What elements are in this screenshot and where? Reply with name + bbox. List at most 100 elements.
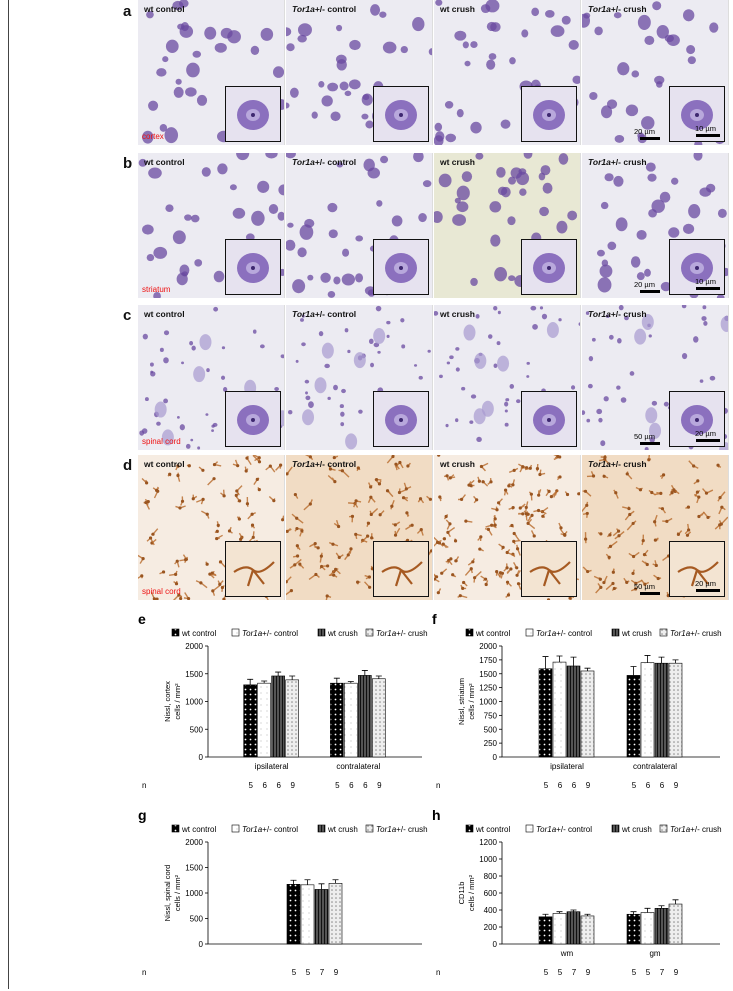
n-value: 5: [632, 781, 637, 790]
region-label: striatum: [142, 285, 171, 294]
bar: [668, 662, 683, 758]
n-value: 5: [292, 968, 297, 977]
micrograph-tile: wt control striatum: [138, 153, 285, 298]
error-bar: [672, 659, 679, 664]
legend-item: wt control: [171, 628, 216, 638]
n-value: 9: [674, 968, 679, 977]
svg-text:wt crush: wt crush: [327, 825, 358, 834]
legend-item: Tor1a+/- crush: [659, 824, 722, 834]
error-bar: [556, 655, 563, 663]
y-tick-label: 500: [190, 915, 204, 924]
n-value: 6: [262, 781, 267, 790]
bar: [640, 912, 655, 945]
svg-text:wt control: wt control: [475, 629, 510, 638]
error-bar: [570, 656, 577, 666]
svg-text:Tor1a+/- crush: Tor1a+/- crush: [376, 629, 428, 638]
y-tick-label: 400: [484, 906, 498, 915]
n-value: 5: [248, 781, 253, 790]
error-bar: [332, 879, 339, 884]
micrograph-tile: wt control spinal cord: [138, 305, 285, 450]
micrograph-row-a: wt control cortex Tor1a+/- control wt crush…: [138, 0, 729, 145]
micrograph-tile: wt crush: [434, 0, 581, 145]
group-label: ipsilateral: [550, 762, 584, 771]
magnified-inset: [521, 239, 577, 295]
y-tick-label: 1500: [479, 670, 497, 679]
condition-label: Tor1a+/- control: [292, 4, 357, 14]
axis-lines: [207, 646, 422, 758]
n-value: 5: [544, 968, 549, 977]
y-tick-label: 1000: [479, 855, 497, 864]
micrograph-tile: wt crush: [434, 305, 581, 450]
group-label: wm: [560, 949, 574, 958]
region-label: spinal cord: [142, 437, 181, 446]
y-tick-label: 1500: [185, 670, 203, 679]
magnified-inset: [373, 391, 429, 447]
legend-item: wt crush: [611, 628, 652, 638]
group-label: contralateral: [336, 762, 380, 771]
y-tick-label: 1200: [479, 838, 497, 847]
n-value: 5: [306, 968, 311, 977]
region-label: cortex: [142, 132, 164, 141]
y-tick-label: 200: [484, 923, 498, 932]
error-bar: [247, 678, 254, 685]
n-value: 7: [572, 968, 577, 977]
svg-text:Tor1a+/- control: Tor1a+/- control: [242, 629, 298, 638]
n-label: n: [436, 781, 440, 790]
condition-label: Tor1a+/- crush: [588, 157, 647, 167]
panel-letter-b: b: [123, 155, 133, 172]
y-tick-label: 750: [484, 711, 498, 720]
legend-item: wt crush: [317, 824, 358, 834]
svg-text:wt control: wt control: [181, 825, 216, 834]
condition-label: Tor1a+/- crush: [588, 459, 647, 469]
legend-item: Tor1a+/- crush: [365, 824, 428, 834]
n-value: 9: [334, 968, 339, 977]
condition-label: Tor1a+/- control: [292, 459, 357, 469]
chart-f: f wt control Tor1a+/- control wt crush Tor1a…: [432, 611, 728, 802]
legend-item: Tor1a+/- control: [525, 824, 592, 834]
bar: [566, 911, 581, 945]
panel-letter-h: h: [432, 808, 441, 823]
magnified-inset: [225, 239, 281, 295]
scale-bar: [640, 137, 660, 140]
y-tick-label: 1000: [185, 889, 203, 898]
bar: [626, 913, 641, 945]
n-label: n: [142, 968, 146, 977]
inset-scale-bar-label: 20 µm: [695, 579, 716, 588]
legend-item: Tor1a+/- crush: [659, 628, 722, 638]
micrograph-tile: Tor1a+/- crush 50 µm 20 µm: [582, 455, 729, 600]
scale-bar: [640, 442, 660, 445]
error-bar: [318, 883, 325, 890]
scale-bar-label: 20 µm: [634, 127, 655, 136]
magnified-inset: [521, 86, 577, 142]
bar: [668, 903, 683, 945]
magnified-inset: [225, 391, 281, 447]
inset-scale-bar: [696, 134, 720, 137]
magnified-inset: [669, 541, 725, 597]
micrograph-tile: Tor1a+/- control: [286, 305, 433, 450]
y-tick-label: 500: [484, 725, 498, 734]
svg-text:Tor1a+/- crush: Tor1a+/- crush: [376, 825, 428, 834]
micrograph-row-d: wt control spinal cord Tor1a+/- control wt …: [138, 455, 729, 600]
condition-label: Tor1a+/- control: [292, 309, 357, 319]
magnified-inset: [669, 239, 725, 295]
bar: [271, 675, 285, 758]
legend-item: wt crush: [317, 628, 358, 638]
micrograph-tile: wt crush: [434, 455, 581, 600]
n-value: 6: [572, 781, 577, 790]
svg-text:wt crush: wt crush: [327, 629, 358, 638]
axis-lines: [501, 842, 720, 945]
y-tick-label: 0: [493, 940, 498, 949]
legend-item: Tor1a+/- control: [231, 824, 298, 834]
y-tick-label: 0: [199, 753, 204, 762]
condition-label: wt control: [144, 157, 185, 167]
error-bar: [361, 670, 368, 676]
magnified-inset: [521, 391, 577, 447]
panel-letter-g: g: [138, 808, 147, 823]
error-bar: [304, 879, 311, 885]
n-value: 6: [349, 781, 354, 790]
error-bar: [290, 879, 297, 885]
bar: [344, 682, 358, 758]
condition-label: wt crush: [440, 459, 475, 469]
y-tick-label: 250: [484, 739, 498, 748]
condition-label: wt crush: [440, 4, 475, 14]
